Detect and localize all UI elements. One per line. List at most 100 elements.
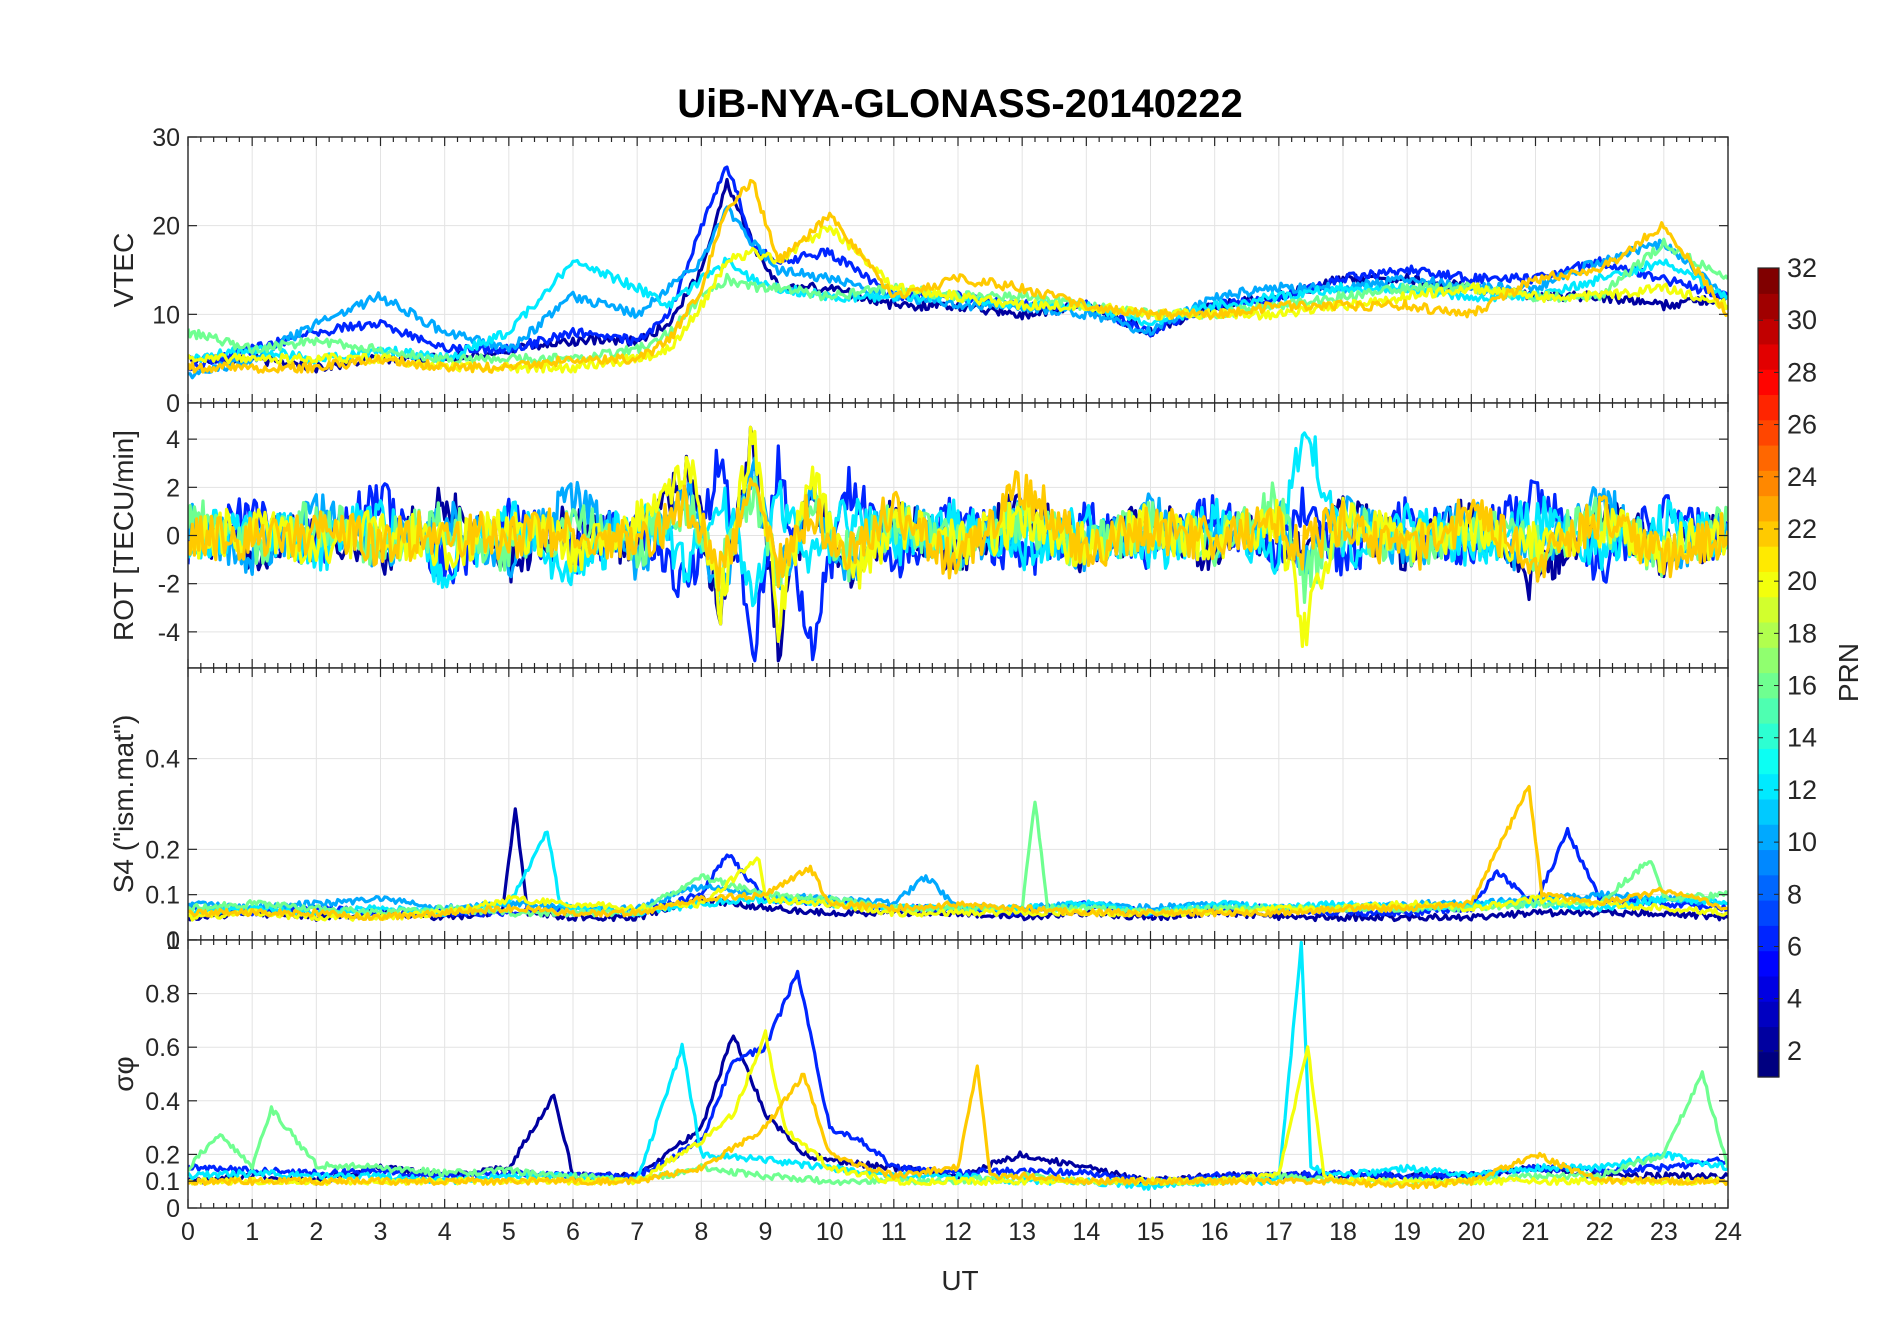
colorbar-segment bbox=[1758, 672, 1779, 699]
x-tick-label: 13 bbox=[1008, 1218, 1036, 1246]
y-tick-label: 0.8 bbox=[145, 981, 180, 1009]
series-line-prn-12 bbox=[188, 431, 1728, 608]
y-tick-label: 0 bbox=[166, 927, 180, 955]
x-tick-label: 24 bbox=[1714, 1218, 1742, 1246]
x-tick-label: 18 bbox=[1329, 1218, 1357, 1246]
y-tick-label: 2 bbox=[166, 474, 180, 502]
chart-title: UiB-NYA-GLONASS-20140222 bbox=[677, 82, 1242, 126]
colorbar-label: PRN bbox=[1833, 643, 1864, 702]
colorbar-segment bbox=[1758, 849, 1779, 876]
colorbar-tick-label: 8 bbox=[1787, 879, 1802, 909]
y-tick-label: 0.4 bbox=[145, 1088, 180, 1116]
x-tick-label: 9 bbox=[759, 1218, 773, 1246]
colorbar-segment bbox=[1758, 546, 1779, 572]
colorbar-segment bbox=[1758, 621, 1779, 648]
x-tick-label: 0 bbox=[181, 1218, 195, 1246]
series-line-prn-22 bbox=[188, 178, 1728, 374]
series-line-prn-10 bbox=[188, 205, 1728, 380]
x-tick-label: 4 bbox=[438, 1218, 452, 1246]
colorbar-segment bbox=[1758, 1051, 1779, 1078]
colorbar-tick-label: 22 bbox=[1787, 514, 1817, 544]
colorbar-segment bbox=[1758, 520, 1779, 547]
colorbar-segment bbox=[1758, 1026, 1779, 1053]
y-tick-label: 0 bbox=[166, 390, 180, 418]
y-tick-label: 20 bbox=[152, 213, 180, 241]
series-line-prn-22 bbox=[188, 1064, 1728, 1190]
panel-rot: -4 -2 0 2 4 ROT [TECU/min] bbox=[108, 402, 1729, 669]
series-line-prn-12 bbox=[188, 940, 1728, 1191]
colorbar-segment bbox=[1758, 343, 1779, 370]
colorbar-segment bbox=[1758, 318, 1779, 345]
colorbar-segment bbox=[1758, 798, 1779, 825]
panel-vtec: 0 10 20 30 VTEC bbox=[108, 124, 1729, 418]
colorbar-tick-label: 32 bbox=[1787, 253, 1817, 283]
colorbar-segment bbox=[1758, 470, 1779, 497]
series-group bbox=[188, 165, 1728, 380]
colorbar-tick-label: 30 bbox=[1787, 305, 1817, 335]
colorbar-frame bbox=[1757, 267, 1780, 1078]
y-tick-label: 1 bbox=[166, 927, 180, 955]
x-tick-label: 11 bbox=[881, 1218, 907, 1246]
series-group bbox=[188, 425, 1728, 663]
x-tick-label: 16 bbox=[1201, 1218, 1229, 1246]
colorbar-segment bbox=[1758, 596, 1779, 623]
colorbar-segment bbox=[1758, 444, 1779, 471]
y-tick-label: 0.2 bbox=[145, 1141, 180, 1169]
colorbar-tick-label: 20 bbox=[1787, 566, 1817, 596]
x-tick-label: 22 bbox=[1586, 1218, 1614, 1246]
y-tick-label: 0.1 bbox=[145, 882, 180, 910]
colorbar-tick-label: 14 bbox=[1787, 723, 1817, 753]
colorbar-segment bbox=[1758, 950, 1779, 977]
y-axis-label-vtec: VTEC bbox=[108, 233, 139, 308]
series-group bbox=[188, 940, 1728, 1191]
colorbar-segment bbox=[1758, 975, 1779, 1002]
colorbar-segment bbox=[1758, 925, 1779, 952]
y-tick-label: -4 bbox=[158, 619, 180, 647]
colorbar-segment bbox=[1758, 773, 1779, 800]
x-tick-label: 14 bbox=[1072, 1218, 1100, 1246]
x-axis-label: UT bbox=[941, 1265, 978, 1296]
y-tick-label: 0.2 bbox=[145, 836, 180, 864]
x-tick-label: 19 bbox=[1393, 1218, 1421, 1246]
y-tick-label: 0.6 bbox=[145, 1034, 180, 1062]
y-tick-label: -2 bbox=[158, 571, 180, 599]
colorbar-segment bbox=[1758, 748, 1779, 775]
x-tick-label: 7 bbox=[630, 1218, 644, 1246]
x-tick-label: 21 bbox=[1522, 1218, 1550, 1246]
colorbar-tick-label: 4 bbox=[1787, 984, 1802, 1014]
colorbar-segment bbox=[1758, 647, 1779, 674]
colorbar-tick-label: 16 bbox=[1787, 671, 1817, 701]
series-line-prn-22 bbox=[188, 784, 1728, 922]
series-line-prn-22 bbox=[188, 470, 1728, 592]
x-tick-label: 1 bbox=[245, 1218, 259, 1246]
colorbar-segment bbox=[1758, 571, 1779, 598]
colorbar-segment bbox=[1758, 369, 1779, 396]
y-axis-label-rot: ROT [TECU/min] bbox=[108, 430, 139, 641]
x-tick-label: 6 bbox=[566, 1218, 580, 1246]
colorbar-segment bbox=[1758, 1001, 1779, 1028]
x-tick-label: 3 bbox=[374, 1218, 388, 1246]
x-tick-label: 15 bbox=[1137, 1218, 1165, 1246]
x-tick-label: 17 bbox=[1265, 1218, 1293, 1246]
panel-s4: 0 0.1 0.2 0.4S4 ("ism.mat") bbox=[108, 667, 1729, 955]
colorbar-tick-label: 2 bbox=[1787, 1036, 1802, 1066]
y-tick-label: 4 bbox=[166, 426, 180, 454]
x-tick-label: 23 bbox=[1650, 1218, 1678, 1246]
colorbar-tick-label: 28 bbox=[1787, 357, 1817, 387]
series-group bbox=[188, 784, 1728, 923]
colorbar-segment bbox=[1758, 900, 1779, 926]
x-tick-label: 8 bbox=[694, 1218, 708, 1246]
colorbar-segment bbox=[1758, 419, 1779, 446]
colorbar-tick-label: 10 bbox=[1787, 827, 1817, 857]
colorbar-segment bbox=[1758, 824, 1779, 851]
colorbar-segment bbox=[1758, 293, 1779, 320]
colorbar-tick-label: 18 bbox=[1787, 618, 1817, 648]
y-tick-label: 0 bbox=[166, 1195, 180, 1223]
colorbar-segment bbox=[1758, 697, 1779, 724]
y-tick-label: 0.4 bbox=[145, 746, 180, 774]
colorbar-segment bbox=[1758, 495, 1779, 522]
